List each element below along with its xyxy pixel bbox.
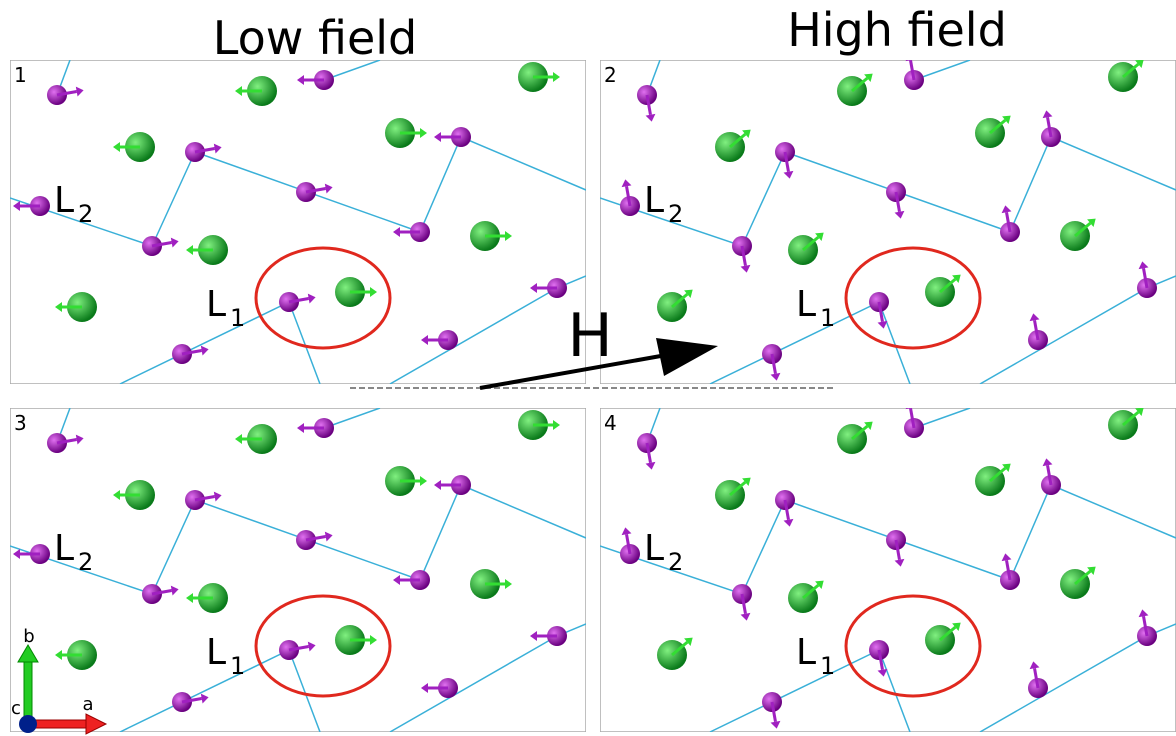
a-axis	[30, 720, 88, 728]
panel-content	[10, 60, 586, 384]
b-axis	[24, 660, 32, 722]
panel-number: 4	[604, 411, 617, 435]
figure: Low field High field 1L1L22L1L23L1L24L1L…	[0, 0, 1176, 736]
panel-number: 2	[604, 63, 617, 87]
chain-label: L	[206, 284, 226, 325]
chain-label-sub: 1	[820, 304, 835, 332]
axis-label: a	[82, 694, 93, 715]
panel-number: 1	[14, 63, 27, 87]
chain-label-sub: 1	[230, 304, 245, 332]
panel-number: 3	[14, 411, 27, 435]
chain-label: L	[54, 180, 74, 221]
chain-label-sub: 2	[78, 200, 93, 228]
chain-label: L	[206, 632, 226, 673]
chain-label: L	[644, 528, 664, 569]
axis-label: c	[11, 698, 21, 719]
panel: 1L1L2	[10, 60, 586, 384]
field-label: H	[567, 301, 612, 371]
panel-frame	[10, 60, 586, 384]
chain-label-sub: 1	[230, 652, 245, 680]
chain-label-sub: 2	[668, 548, 683, 576]
chain-label: L	[54, 528, 74, 569]
chain-label-sub: 2	[78, 548, 93, 576]
c-axis	[19, 715, 37, 733]
panel-frame	[10, 408, 586, 732]
panel-content	[10, 408, 586, 732]
chain-label: L	[796, 632, 816, 673]
chain-label-sub: 2	[668, 200, 683, 228]
chain-label: L	[644, 180, 664, 221]
panel-content	[600, 53, 1176, 384]
chain-label-sub: 1	[820, 652, 835, 680]
chain-label: L	[796, 284, 816, 325]
column-title: Low field	[213, 11, 417, 65]
panel-content	[600, 401, 1176, 732]
column-title: High field	[787, 3, 1007, 57]
axis-label: b	[23, 626, 34, 647]
